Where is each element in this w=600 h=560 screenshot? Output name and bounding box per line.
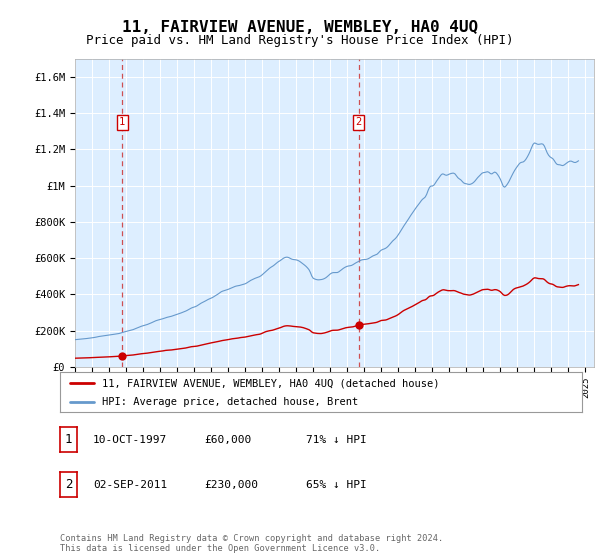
Text: Contains HM Land Registry data © Crown copyright and database right 2024.
This d: Contains HM Land Registry data © Crown c… xyxy=(60,534,443,553)
Text: 10-OCT-1997: 10-OCT-1997 xyxy=(93,436,167,445)
Text: 2: 2 xyxy=(356,117,362,127)
Text: 11, FAIRVIEW AVENUE, WEMBLEY, HA0 4UQ (detached house): 11, FAIRVIEW AVENUE, WEMBLEY, HA0 4UQ (d… xyxy=(102,379,439,389)
Text: 1: 1 xyxy=(65,433,72,446)
Text: 65% ↓ HPI: 65% ↓ HPI xyxy=(306,480,367,490)
Text: HPI: Average price, detached house, Brent: HPI: Average price, detached house, Bren… xyxy=(102,397,358,407)
Text: £60,000: £60,000 xyxy=(204,436,251,445)
Text: 11, FAIRVIEW AVENUE, WEMBLEY, HA0 4UQ: 11, FAIRVIEW AVENUE, WEMBLEY, HA0 4UQ xyxy=(122,20,478,35)
Text: 2: 2 xyxy=(65,478,72,491)
Text: £230,000: £230,000 xyxy=(204,480,258,490)
Text: 02-SEP-2011: 02-SEP-2011 xyxy=(93,480,167,490)
Text: 1: 1 xyxy=(119,117,125,127)
Text: 71% ↓ HPI: 71% ↓ HPI xyxy=(306,436,367,445)
Text: Price paid vs. HM Land Registry's House Price Index (HPI): Price paid vs. HM Land Registry's House … xyxy=(86,34,514,46)
